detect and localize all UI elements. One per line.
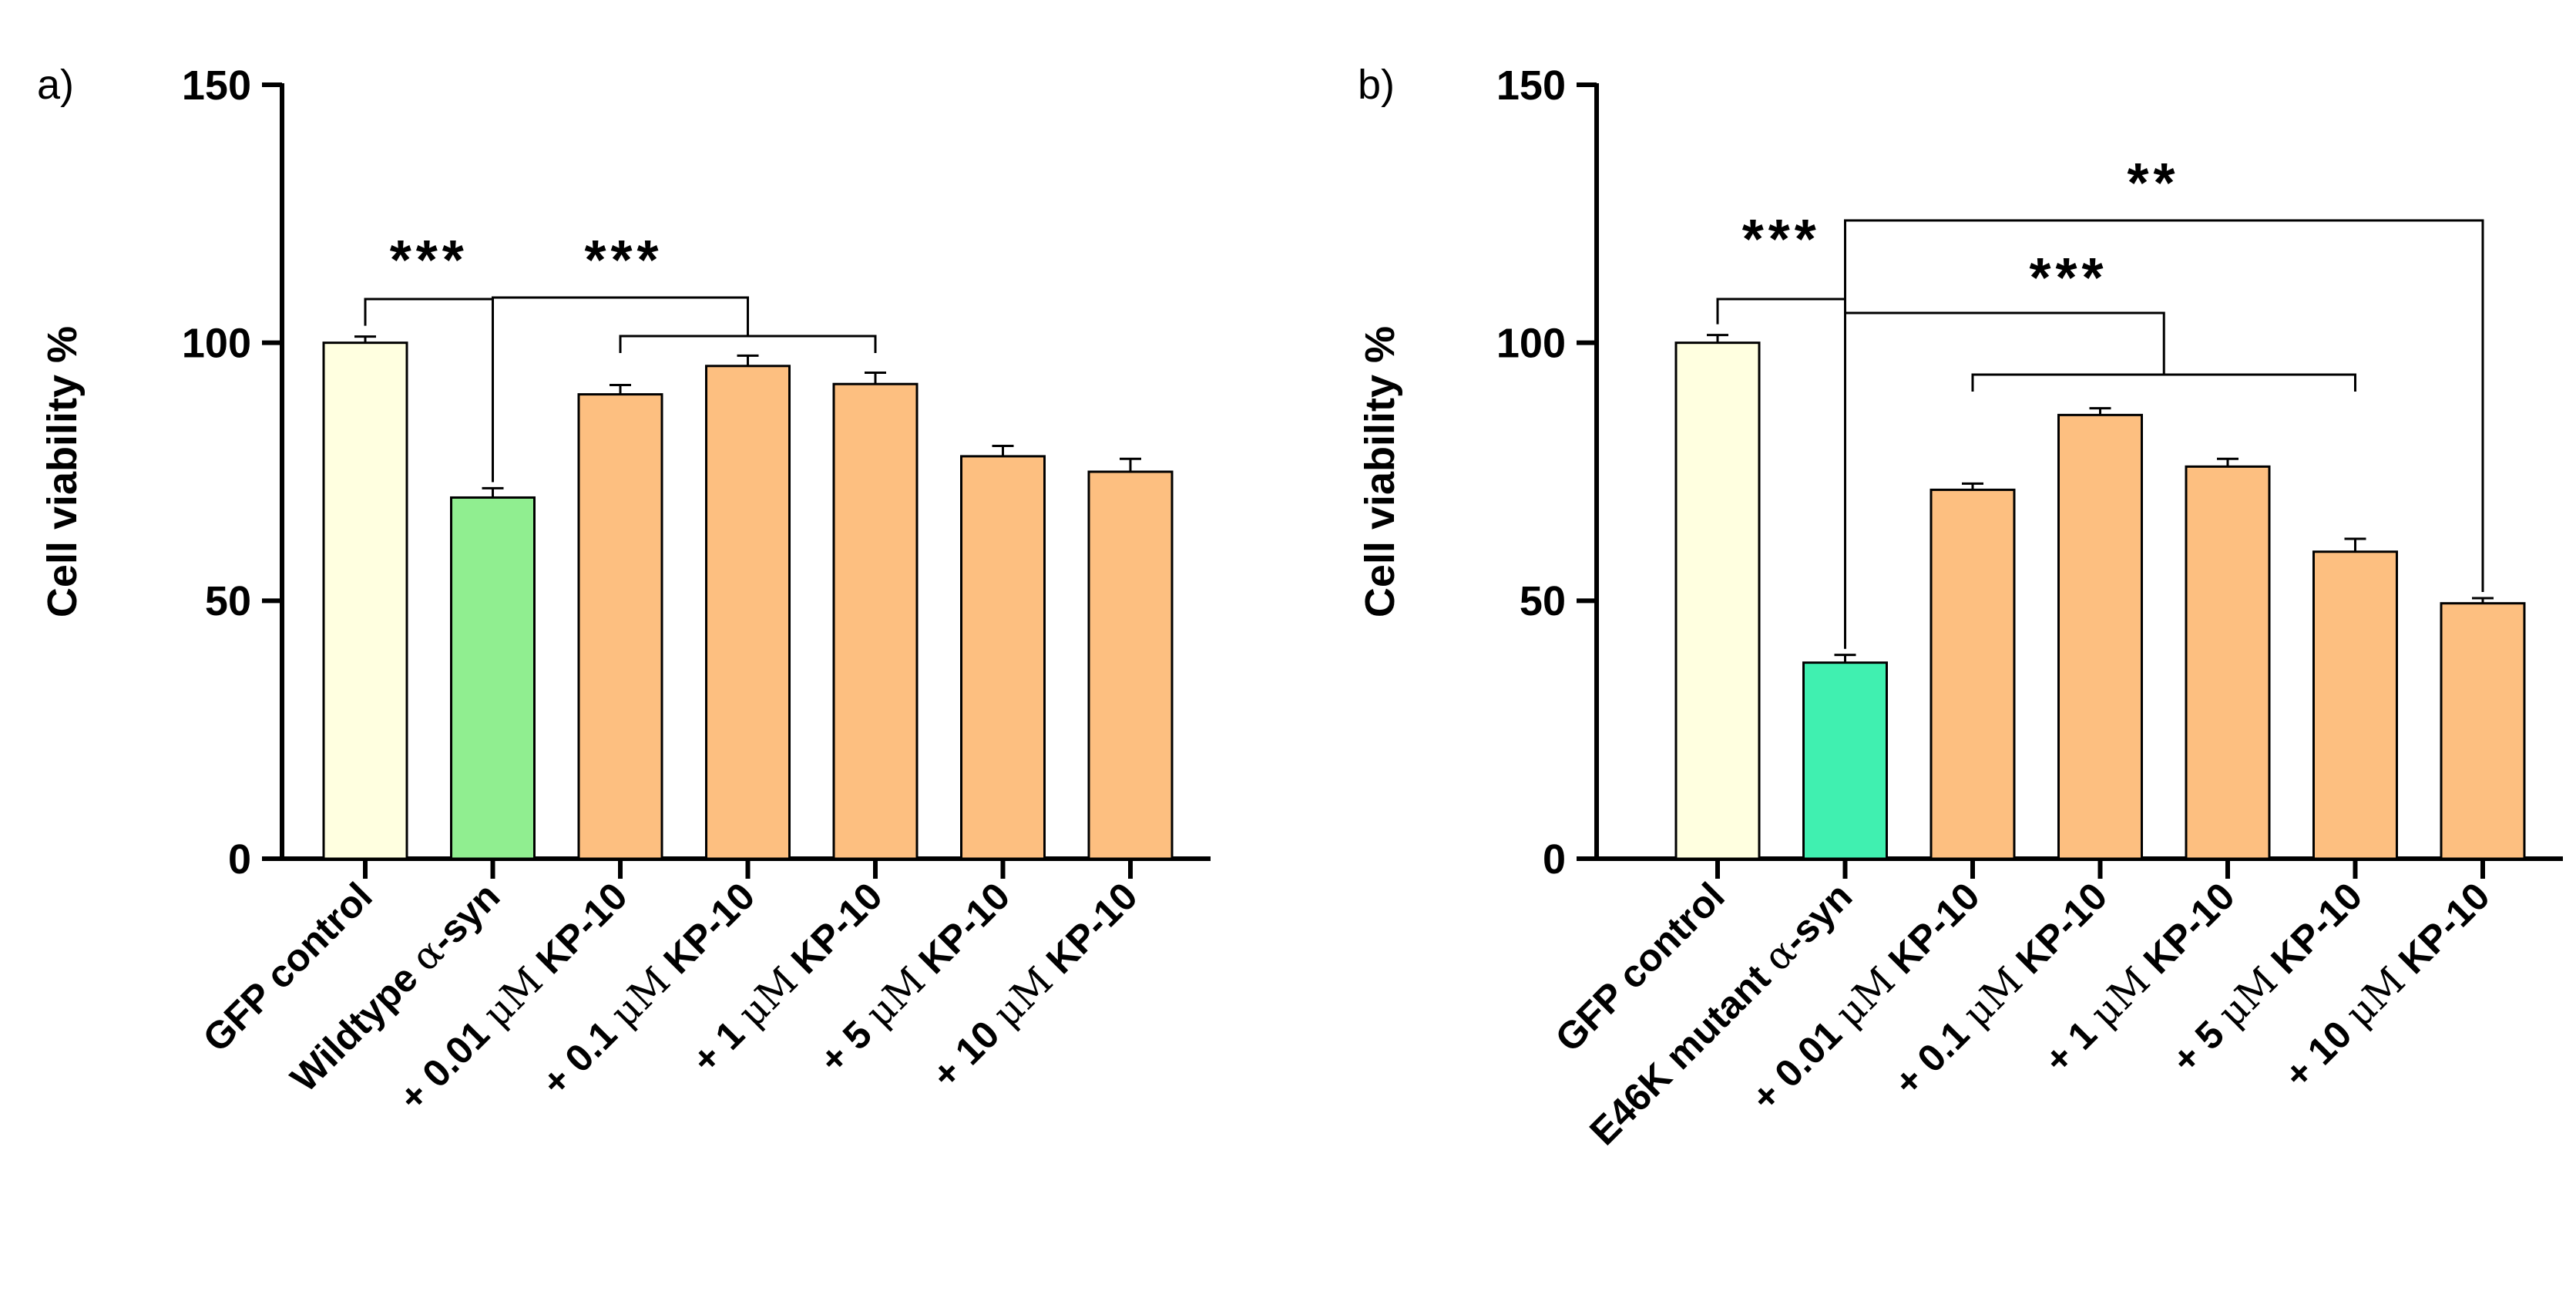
- y-tick-label: 150: [1496, 62, 1566, 109]
- x-tick-label-part: + 0.01: [391, 1004, 505, 1119]
- x-tick-label-part: KP-10: [648, 874, 764, 990]
- bar: [960, 455, 1046, 860]
- y-tick-label: 0: [1543, 836, 1566, 883]
- y-tick-label: 100: [182, 321, 251, 367]
- x-tick-label-part: KP-10: [520, 874, 636, 990]
- y-tick-label: 0: [228, 836, 251, 883]
- x-tick-label-part: + 0.01: [1743, 1004, 1858, 1119]
- bar: [1087, 470, 1174, 860]
- x-tick-label-part: KP-10: [1030, 874, 1146, 990]
- bar: [832, 382, 919, 860]
- x-tick-label-part: KP-10: [2128, 874, 2243, 990]
- panel-label: a): [37, 62, 74, 108]
- bar: [322, 341, 408, 860]
- significance-label: ***: [1742, 209, 1821, 271]
- bar: [577, 393, 663, 860]
- bar: [2312, 550, 2398, 860]
- significance-label: **: [2127, 153, 2179, 214]
- bar: [450, 496, 536, 860]
- x-tick-label: + 0.1 μM KP-10: [1885, 873, 2116, 1105]
- y-tick-label: 150: [182, 62, 251, 109]
- x-tick-label-part: KP-10: [903, 874, 1019, 990]
- significance-subbracket: [619, 335, 877, 353]
- significance-label: ***: [2029, 247, 2107, 309]
- significance-label: ***: [390, 230, 469, 291]
- x-tick-label-part: KP-10: [2000, 874, 2116, 990]
- x-tick-label-part: KP-10: [775, 874, 891, 990]
- bar: [1929, 488, 2016, 860]
- bar: [705, 365, 791, 860]
- x-tick-label-part: KP-10: [1872, 874, 1988, 990]
- y-tick-label: 50: [1520, 578, 1566, 624]
- x-tick-label-part: KP-10: [2383, 874, 2498, 990]
- x-tick-label: + 0.01 μM KP-10: [390, 873, 636, 1119]
- significance-label: ***: [584, 230, 663, 291]
- panel-label: b): [1358, 62, 1395, 108]
- bar: [2440, 602, 2526, 860]
- bar: [2185, 465, 2271, 860]
- significance-bracket: [1844, 219, 2484, 649]
- x-tick-label-part: KP-10: [2255, 874, 2371, 990]
- y-tick-label: 50: [205, 578, 251, 624]
- x-tick-label: + 0.1 μM KP-10: [532, 873, 764, 1105]
- significance-bracket: [492, 296, 749, 483]
- y-axis-label: Cell viability %: [39, 326, 86, 617]
- x-tick-label: + 0.01 μM KP-10: [1742, 873, 1988, 1119]
- bar: [2057, 413, 2143, 860]
- y-tick-label: 100: [1496, 321, 1566, 367]
- bar: [1802, 661, 1888, 860]
- significance-subbracket: [1971, 373, 2356, 392]
- y-axis-label: Cell viability %: [1357, 326, 1403, 617]
- bar: [1674, 341, 1761, 860]
